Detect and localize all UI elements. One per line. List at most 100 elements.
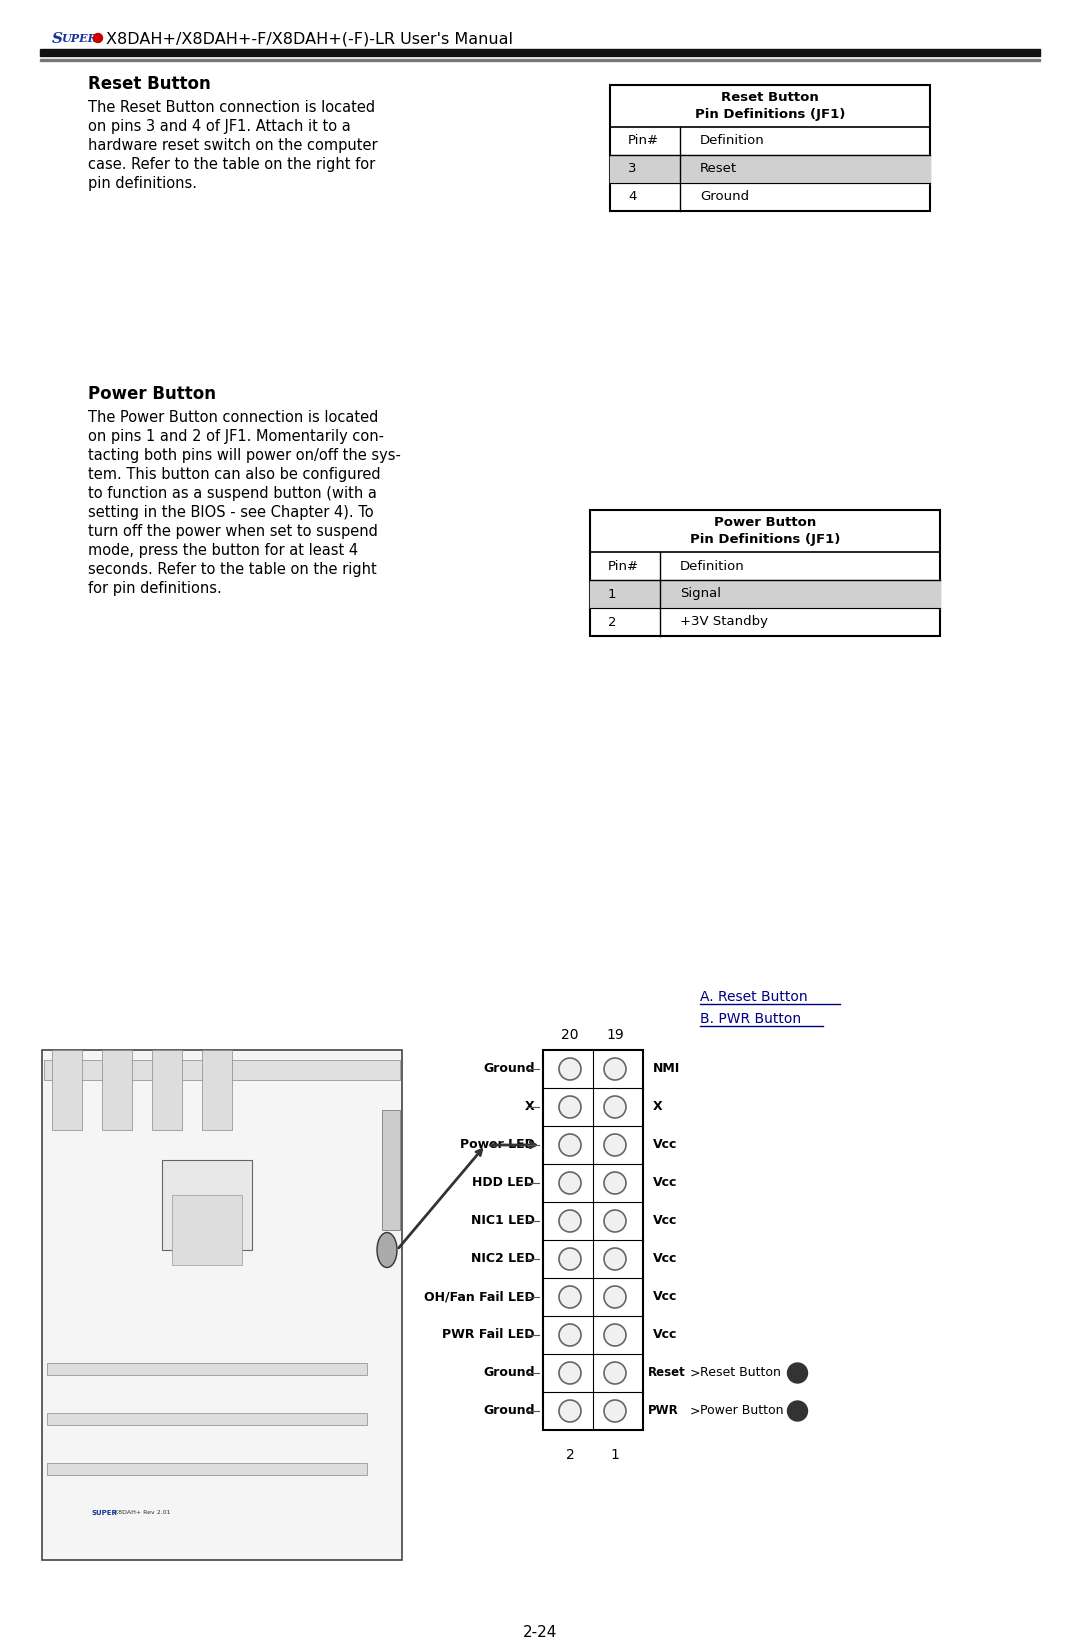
Text: 1: 1 bbox=[608, 587, 617, 601]
Text: A: A bbox=[793, 1368, 801, 1378]
Bar bbox=[52, 1049, 82, 1130]
Text: Vcc: Vcc bbox=[652, 1176, 677, 1190]
Circle shape bbox=[604, 1285, 626, 1308]
Text: X: X bbox=[525, 1101, 535, 1114]
Text: Power LED: Power LED bbox=[460, 1138, 535, 1152]
Text: pin definitions.: pin definitions. bbox=[87, 177, 197, 191]
Text: B. PWR Button: B. PWR Button bbox=[700, 1011, 801, 1026]
Text: NIC1 LED: NIC1 LED bbox=[471, 1214, 535, 1228]
Text: Definition: Definition bbox=[680, 559, 745, 573]
Text: X: X bbox=[652, 1101, 662, 1114]
Text: Pin#: Pin# bbox=[608, 559, 639, 573]
Text: Vcc: Vcc bbox=[652, 1252, 677, 1266]
Text: The Power Button connection is located: The Power Button connection is located bbox=[87, 409, 378, 426]
Text: A. Reset Button: A. Reset Button bbox=[700, 990, 808, 1003]
Bar bbox=[48, 1363, 367, 1374]
Circle shape bbox=[604, 1096, 626, 1119]
Text: Vcc: Vcc bbox=[652, 1214, 677, 1228]
Text: Ground: Ground bbox=[700, 190, 750, 203]
Text: NMI: NMI bbox=[652, 1063, 679, 1076]
Text: PWR Fail LED: PWR Fail LED bbox=[442, 1328, 535, 1341]
Circle shape bbox=[559, 1247, 581, 1270]
Bar bbox=[40, 50, 1040, 56]
Text: hardware reset switch on the computer: hardware reset switch on the computer bbox=[87, 139, 378, 153]
Text: 19: 19 bbox=[606, 1028, 624, 1043]
Text: case. Refer to the table on the right for: case. Refer to the table on the right fo… bbox=[87, 157, 375, 172]
Text: to function as a suspend button (with a: to function as a suspend button (with a bbox=[87, 487, 377, 502]
Bar bbox=[202, 1049, 232, 1130]
Text: Reset Button: Reset Button bbox=[701, 1366, 781, 1379]
Text: PWR: PWR bbox=[648, 1404, 678, 1417]
Text: Power Button: Power Button bbox=[87, 384, 216, 403]
Bar bbox=[162, 1160, 252, 1251]
Text: 4: 4 bbox=[627, 190, 636, 203]
Text: The Reset Button connection is located: The Reset Button connection is located bbox=[87, 101, 375, 116]
Text: Power Button
Pin Definitions (JF1): Power Button Pin Definitions (JF1) bbox=[690, 516, 840, 546]
Circle shape bbox=[559, 1172, 581, 1195]
Circle shape bbox=[559, 1058, 581, 1081]
Text: setting in the BIOS - see Chapter 4). To: setting in the BIOS - see Chapter 4). To bbox=[87, 505, 374, 520]
Text: Signal: Signal bbox=[680, 587, 721, 601]
Text: 20: 20 bbox=[562, 1028, 579, 1043]
Bar bbox=[590, 510, 940, 635]
Text: Ground: Ground bbox=[483, 1366, 535, 1379]
Bar bbox=[48, 1412, 367, 1426]
Circle shape bbox=[604, 1399, 626, 1422]
Text: Reset Button: Reset Button bbox=[87, 74, 211, 92]
Bar bbox=[542, 1049, 643, 1431]
Text: SUPER: SUPER bbox=[92, 1510, 118, 1516]
Text: Ground: Ground bbox=[483, 1063, 535, 1076]
Text: Ground: Ground bbox=[483, 1404, 535, 1417]
Ellipse shape bbox=[377, 1233, 397, 1267]
Text: on pins 3 and 4 of JF1. Attach it to a: on pins 3 and 4 of JF1. Attach it to a bbox=[87, 119, 351, 134]
Bar bbox=[48, 1464, 367, 1475]
Text: X8DAH+ Rev 2.01: X8DAH+ Rev 2.01 bbox=[114, 1510, 171, 1515]
Text: 1: 1 bbox=[610, 1449, 620, 1462]
Bar bbox=[590, 581, 940, 607]
Circle shape bbox=[559, 1361, 581, 1384]
Circle shape bbox=[559, 1399, 581, 1422]
Text: seconds. Refer to the table on the right: seconds. Refer to the table on the right bbox=[87, 563, 377, 578]
Circle shape bbox=[787, 1363, 808, 1383]
Bar bbox=[172, 1195, 242, 1266]
Text: OH/Fan Fail LED: OH/Fan Fail LED bbox=[423, 1290, 535, 1304]
Text: Reset: Reset bbox=[700, 162, 738, 175]
Circle shape bbox=[604, 1209, 626, 1233]
Circle shape bbox=[604, 1361, 626, 1384]
Text: >: > bbox=[689, 1404, 700, 1417]
Text: 2-24: 2-24 bbox=[523, 1625, 557, 1640]
Bar bbox=[44, 1059, 400, 1081]
Text: +3V Standby: +3V Standby bbox=[680, 615, 768, 629]
Text: Reset: Reset bbox=[648, 1366, 685, 1379]
Text: Vcc: Vcc bbox=[652, 1138, 677, 1152]
Circle shape bbox=[94, 33, 103, 43]
Circle shape bbox=[604, 1172, 626, 1195]
Text: 2: 2 bbox=[566, 1449, 575, 1462]
Text: X8DAH+/X8DAH+-F/X8DAH+(-F)-LR User's Manual: X8DAH+/X8DAH+-F/X8DAH+(-F)-LR User's Man… bbox=[106, 31, 513, 46]
Text: for pin definitions.: for pin definitions. bbox=[87, 581, 221, 596]
Circle shape bbox=[604, 1247, 626, 1270]
Text: Vcc: Vcc bbox=[652, 1328, 677, 1341]
Text: tem. This button can also be configured: tem. This button can also be configured bbox=[87, 467, 380, 482]
Text: Pin#: Pin# bbox=[627, 135, 659, 147]
Circle shape bbox=[604, 1323, 626, 1346]
Circle shape bbox=[559, 1209, 581, 1233]
Circle shape bbox=[787, 1401, 808, 1421]
Text: B: B bbox=[794, 1406, 801, 1416]
Circle shape bbox=[559, 1323, 581, 1346]
Text: 2: 2 bbox=[608, 615, 617, 629]
Text: tacting both pins will power on/off the sys-: tacting both pins will power on/off the … bbox=[87, 449, 401, 464]
Text: UPER: UPER bbox=[60, 33, 97, 45]
Bar bbox=[610, 155, 930, 183]
Bar bbox=[40, 58, 1040, 61]
Text: 3: 3 bbox=[627, 162, 636, 175]
Text: >: > bbox=[689, 1366, 700, 1379]
Circle shape bbox=[559, 1285, 581, 1308]
Circle shape bbox=[604, 1134, 626, 1157]
Text: mode, press the button for at least 4: mode, press the button for at least 4 bbox=[87, 543, 359, 558]
Bar bbox=[610, 86, 930, 211]
Text: HDD LED: HDD LED bbox=[473, 1176, 535, 1190]
Bar bbox=[42, 1049, 402, 1559]
Bar bbox=[382, 1110, 400, 1229]
Circle shape bbox=[559, 1134, 581, 1157]
